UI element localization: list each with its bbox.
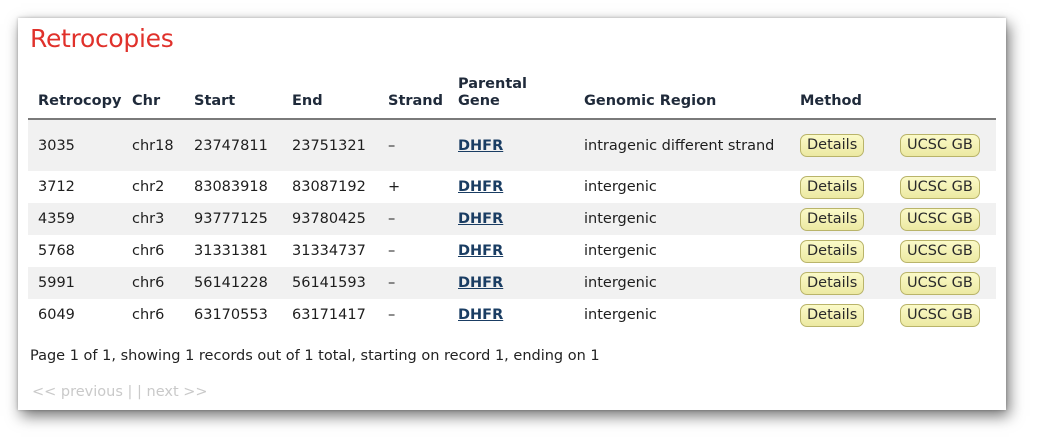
table-row: 6049 chr6 63170553 63171417– DHFR intergenic D…	[28, 299, 996, 331]
cell-start: 63170553	[184, 299, 282, 331]
next-link[interactable]: next >>	[146, 384, 208, 400]
column-header-blank	[890, 76, 996, 120]
cell-parental-gene: DHFR	[448, 171, 574, 203]
pagination-nav: << previous | | next >>	[32, 384, 208, 400]
cell-end: 83087192	[282, 171, 378, 203]
details-button[interactable]: Details	[800, 303, 865, 327]
cell-ucsc: UCSC GB	[890, 203, 996, 235]
cell-details: Details	[790, 299, 890, 331]
previous-link[interactable]: << previous	[32, 384, 123, 400]
column-header-chr[interactable]: Chr	[122, 76, 184, 120]
cell-ucsc: UCSC GB	[890, 267, 996, 299]
cell-details: Details	[790, 203, 890, 235]
cell-parental-gene: DHFR	[448, 119, 574, 171]
cell-start: 31331381	[184, 235, 282, 267]
ucsc-gb-button[interactable]: UCSC GB	[900, 303, 980, 327]
details-button[interactable]: Details	[800, 271, 865, 295]
details-button[interactable]: Details	[800, 134, 865, 157]
ucsc-gb-button[interactable]: UCSC GB	[900, 134, 980, 157]
cell-details: Details	[790, 235, 890, 267]
cell-retrocopy: 3712	[28, 171, 122, 203]
ucsc-gb-button[interactable]: UCSC GB	[900, 175, 980, 199]
parental-gene-link[interactable]: DHFR	[458, 307, 504, 323]
cell-end: 31334737	[282, 235, 378, 267]
cell-chr: chr6	[122, 267, 184, 299]
cell-retrocopy: 5991	[28, 267, 122, 299]
cell-start: 56141228	[184, 267, 282, 299]
cell-details: Details	[790, 171, 890, 203]
ucsc-gb-button[interactable]: UCSC GB	[900, 271, 980, 295]
ucsc-gb-button[interactable]: UCSC GB	[900, 239, 980, 263]
cell-parental-gene: DHFR	[448, 235, 574, 267]
cell-genomic-region: intragenic different strand	[574, 119, 790, 171]
cell-ucsc: UCSC GB	[890, 235, 996, 267]
cell-end: 63171417	[282, 299, 378, 331]
parental-gene-link[interactable]: DHFR	[458, 137, 504, 154]
cell-strand: –	[378, 203, 448, 235]
table-header-row: Retrocopy Chr Start End Strand Parental …	[28, 76, 996, 120]
parental-gene-link[interactable]: DHFR	[458, 243, 504, 259]
cell-retrocopy: 6049	[28, 299, 122, 331]
cell-chr: chr3	[122, 203, 184, 235]
cell-genomic-region: intergenic	[574, 171, 790, 203]
cell-genomic-region: intergenic	[574, 299, 790, 331]
pagination-summary: Page 1 of 1, showing 1 records out of 1 …	[30, 348, 600, 364]
cell-genomic-region: intergenic	[574, 203, 790, 235]
cell-ucsc: UCSC GB	[890, 299, 996, 331]
parental-gene-link[interactable]: DHFR	[458, 211, 504, 227]
column-header-strand[interactable]: Strand	[378, 76, 448, 120]
cell-strand: –	[378, 267, 448, 299]
cell-retrocopy: 4359	[28, 203, 122, 235]
cell-ucsc: UCSC GB	[890, 171, 996, 203]
cell-chr: chr2	[122, 171, 184, 203]
column-header-end[interactable]: End	[282, 76, 378, 120]
column-header-start[interactable]: Start	[184, 76, 282, 120]
details-button[interactable]: Details	[800, 175, 865, 199]
cell-start: 93777125	[184, 203, 282, 235]
page-title: Retrocopies	[30, 24, 174, 53]
cell-strand: –	[378, 235, 448, 267]
cell-genomic-region: intergenic	[574, 267, 790, 299]
cell-details: Details	[790, 119, 890, 171]
table-row: 5991 chr6 56141228 56141593– DHFR intergenic D…	[28, 267, 996, 299]
table-row: 3712 chr2 83083918 83087192 + DHFR intergenic D…	[28, 171, 996, 203]
cell-parental-gene: DHFR	[448, 267, 574, 299]
cell-strand: –	[378, 119, 448, 171]
table-row: 5768 chr6 31331381 31334737– DHFR intergenic D…	[28, 235, 996, 267]
ucsc-gb-button[interactable]: UCSC GB	[900, 207, 980, 231]
parental-gene-header-text: Parental Gene	[458, 76, 528, 109]
cell-chr: chr6	[122, 235, 184, 267]
details-button[interactable]: Details	[800, 239, 865, 263]
retrocopies-table: Retrocopy Chr Start End Strand Parental …	[28, 76, 996, 331]
pager-separator: | |	[122, 384, 147, 400]
cell-genomic-region: intergenic	[574, 235, 790, 267]
cell-strand: –	[378, 299, 448, 331]
cell-chr: chr18	[122, 119, 184, 171]
cell-ucsc: UCSC GB	[890, 119, 996, 171]
details-button[interactable]: Details	[800, 207, 865, 231]
parental-gene-link[interactable]: DHFR	[458, 179, 504, 195]
table-row: 3035 chr18 23747811 23751321– DHFR intragenic…	[28, 119, 996, 171]
column-header-method[interactable]: Method	[790, 76, 890, 120]
parental-gene-link[interactable]: DHFR	[458, 275, 504, 291]
cell-start: 83083918	[184, 171, 282, 203]
cell-details: Details	[790, 267, 890, 299]
cell-end: 56141593	[282, 267, 378, 299]
column-header-parental-gene[interactable]: Parental Gene	[448, 76, 574, 120]
cell-chr: chr6	[122, 299, 184, 331]
cell-end: 23751321	[282, 119, 378, 171]
cell-parental-gene: DHFR	[448, 203, 574, 235]
cell-retrocopy: 5768	[28, 235, 122, 267]
cell-parental-gene: DHFR	[448, 299, 574, 331]
table-row: 4359 chr3 93777125 93780425– DHFR intergenic D…	[28, 203, 996, 235]
retrocopies-panel: Retrocopies Retrocopy Chr Start End Stra…	[18, 18, 1006, 410]
cell-strand: +	[378, 171, 448, 203]
cell-start: 23747811	[184, 119, 282, 171]
column-header-retrocopy[interactable]: Retrocopy	[28, 76, 122, 120]
cell-retrocopy: 3035	[28, 119, 122, 171]
column-header-genomic-region[interactable]: Genomic Region	[574, 76, 790, 120]
cell-end: 93780425	[282, 203, 378, 235]
